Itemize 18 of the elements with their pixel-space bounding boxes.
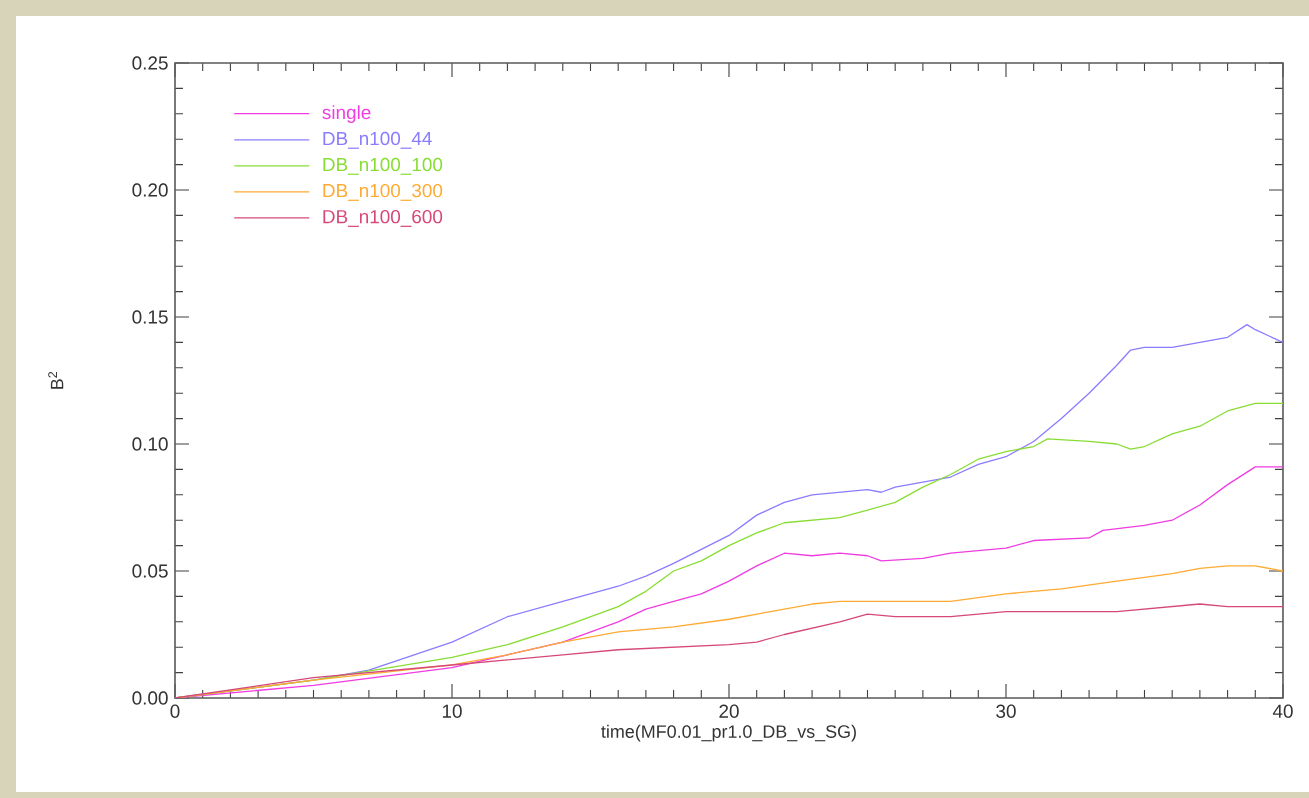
x-tick-label: 40 <box>1272 704 1293 718</box>
legend-label: DB_n100_44 <box>323 131 432 149</box>
x-tick-label: 10 <box>442 704 462 718</box>
y-tick-label: 0.10 <box>132 437 168 451</box>
y-tick-label: 0.25 <box>132 56 168 70</box>
y-tick-label: 0.20 <box>132 183 168 197</box>
legend-label: single <box>322 105 371 123</box>
x-tick-label: 0 <box>170 704 180 718</box>
legend-label: DB_n100_100 <box>323 157 443 175</box>
legend-label: DB_n100_300 <box>323 183 443 201</box>
y-tick-label: 0.15 <box>132 310 168 324</box>
x-tick-label: 20 <box>719 704 739 718</box>
legend-label: DB_n100_600 <box>323 209 443 227</box>
y-axis-title: B$^{2}$ <box>48 371 64 389</box>
y-tick-label: 0.00 <box>132 691 168 705</box>
x-axis-title: time(MF0.01_pr1.0_DB_vs_SG) <box>601 724 856 742</box>
x-tick-label: 30 <box>996 704 1016 718</box>
y-tick-label: 0.05 <box>132 564 168 578</box>
